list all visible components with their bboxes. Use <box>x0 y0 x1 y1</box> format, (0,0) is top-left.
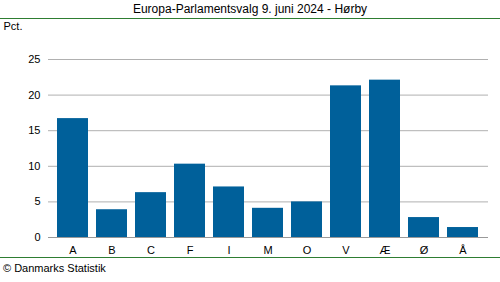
html-text:Europa-Parlamentsvalg 9. juni: Europa-Parlamentsvalg 9. juni 2024 - Hør… <box>132 2 368 16</box>
svg-text:B: B <box>108 244 115 256</box>
svg-text:5: 5 <box>34 195 40 207</box>
svg-text:Æ: Æ <box>380 244 391 256</box>
svg-text:15: 15 <box>28 124 40 136</box>
svg-text:20: 20 <box>28 89 40 101</box>
svg-text:Pct.: Pct. <box>4 20 23 32</box>
svg-text:F: F <box>187 244 194 256</box>
html-text:© Danmarks Statistik: © Danmarks Statistik <box>3 262 106 274</box>
svg-text:C: C <box>147 244 155 256</box>
svg-text:0: 0 <box>34 231 40 243</box>
svg-text:Å: Å <box>459 244 467 256</box>
svg-text:V: V <box>342 244 350 256</box>
svg-text:Ø: Ø <box>420 244 429 256</box>
svg-text:25: 25 <box>28 53 40 65</box>
svg-text:M: M <box>263 244 272 256</box>
svg-text:10: 10 <box>28 160 40 172</box>
svg-text:O: O <box>303 244 312 256</box>
svg-text:I: I <box>227 244 230 256</box>
svg-text:A: A <box>69 244 77 256</box>
